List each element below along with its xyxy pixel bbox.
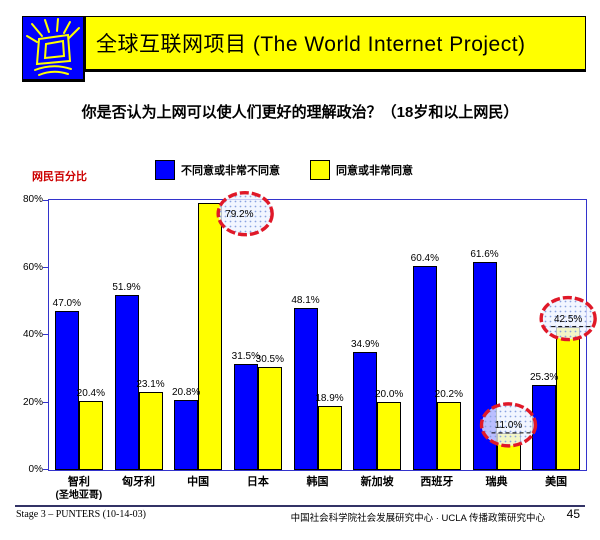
x-axis-label-line1: 匈牙利 [121,476,155,488]
y-tick-label: 40% [22,329,43,340]
y-tick-label: 0% [28,464,43,475]
shining-monitor-icon [23,17,83,79]
bar-disagree [174,400,199,470]
bar-value-label: 23.1% [136,379,165,390]
x-axis-label-line1: 韩国 [306,476,329,488]
x-axis-label: 韩国 [288,476,348,489]
bar-value-label: 18.9% [315,393,344,404]
bar-value-label: 79.2% [225,209,254,220]
bar-disagree [412,266,437,470]
bar-value-label: 31.5% [231,351,260,362]
bar-value-label: 20.0% [374,389,404,400]
y-tick-label: 80% [22,194,43,205]
bar-agree [78,401,103,470]
bar-value-label: 48.1% [291,295,320,306]
bar-agree [436,402,461,470]
bar-value-label: 47.0% [52,298,82,309]
legend-swatch [310,160,330,180]
question-title: 你是否认为上网可以使人们更好的理解政治？（18岁和以上网民） [81,104,519,121]
bar-agree [257,367,282,470]
bar-disagree [114,295,139,470]
x-axis-label: 日本 [228,476,288,489]
chart-legend: 不同意或非常不同意 同意或非常同意 [0,160,600,182]
x-axis-label: 西班牙 [407,476,467,489]
legend-label: 不同意或非常不同意 [181,165,280,177]
y-axis-title: 网民百分比 [32,171,87,183]
y-tick-mark [43,334,49,335]
x-axis-label: 中国 [168,476,228,489]
bar-agree [377,402,402,470]
legend-swatch [155,160,175,180]
bar-value-label: 30.5% [255,354,284,365]
footer-org-text: 中国社会科学院社会发展研究中心 · UCLA 传播政策研究中心 [290,513,545,524]
bar-agree [496,433,521,470]
x-axis-label: 新加坡 [347,476,407,489]
y-tick-mark [43,469,49,470]
y-tick-mark [43,266,49,268]
x-axis-label-line1: 智利 [67,476,90,488]
plot-area: 0% 20% 40% 60% 80% 47.0% 20.4% 智利 (圣地亚哥) 51.9% 23.… [23,191,597,501]
page-number: 45 [566,507,580,521]
y-tick-label: 60% [22,261,43,273]
legend-item: 不同意或非常不同意 [155,160,280,180]
footer-divider [15,505,585,507]
bar-agree [317,406,342,470]
bar-agree [556,327,581,470]
x-axis-label: 美国 [526,476,586,489]
bar-value-label: 34.9% [350,339,380,350]
footer-stage-text: Stage 3 – PUNTERS (10-14-03) [16,509,146,520]
slide-title: 全球互联网项目 (The World Internet Project) [96,33,526,56]
x-axis-label-line2: (圣地亚哥) [55,490,103,501]
bar-disagree [472,262,497,470]
x-axis-label-line1: 新加坡 [360,476,394,488]
bar-value-label: 20.8% [171,387,201,398]
y-tick-label: 20% [22,396,43,408]
y-tick-mark [43,401,49,403]
bar-agree [198,203,223,470]
x-axis-label-line1: 瑞典 [485,476,508,488]
bar-disagree [233,364,258,470]
x-axis-label: 智利 (圣地亚哥) [49,476,109,502]
slide-logo [22,16,85,82]
bar-value-label: 61.6% [470,249,499,260]
title-banner: 全球互联网项目 (The World Internet Project) [85,16,586,72]
bar-disagree [293,308,318,470]
x-axis-label: 匈牙利 [109,476,169,489]
x-axis-label-line1: 日本 [246,476,269,488]
bar-value-label: 11.0% [494,420,523,431]
bar-value-label: 20.4% [76,388,105,399]
bar-disagree [54,311,79,470]
x-axis-label: 瑞典 [467,476,527,489]
bar-disagree [353,352,378,470]
bar-value-label: 51.9% [112,282,141,293]
y-tick-mark [43,200,49,201]
bar-agree [138,392,163,470]
legend-label: 同意或非常同意 [336,165,413,177]
bar-value-label: 20.2% [434,389,463,400]
x-axis-label-line1: 美国 [545,476,568,488]
x-axis-label-line1: 中国 [187,476,210,488]
bar-disagree [532,385,557,470]
bar-value-label: 60.4% [410,253,439,264]
x-axis-label-line1: 西班牙 [420,476,454,488]
legend-item: 同意或非常同意 [310,160,413,180]
bar-value-label: 25.3% [529,372,559,383]
bar-value-label: 42.5% [553,314,583,325]
